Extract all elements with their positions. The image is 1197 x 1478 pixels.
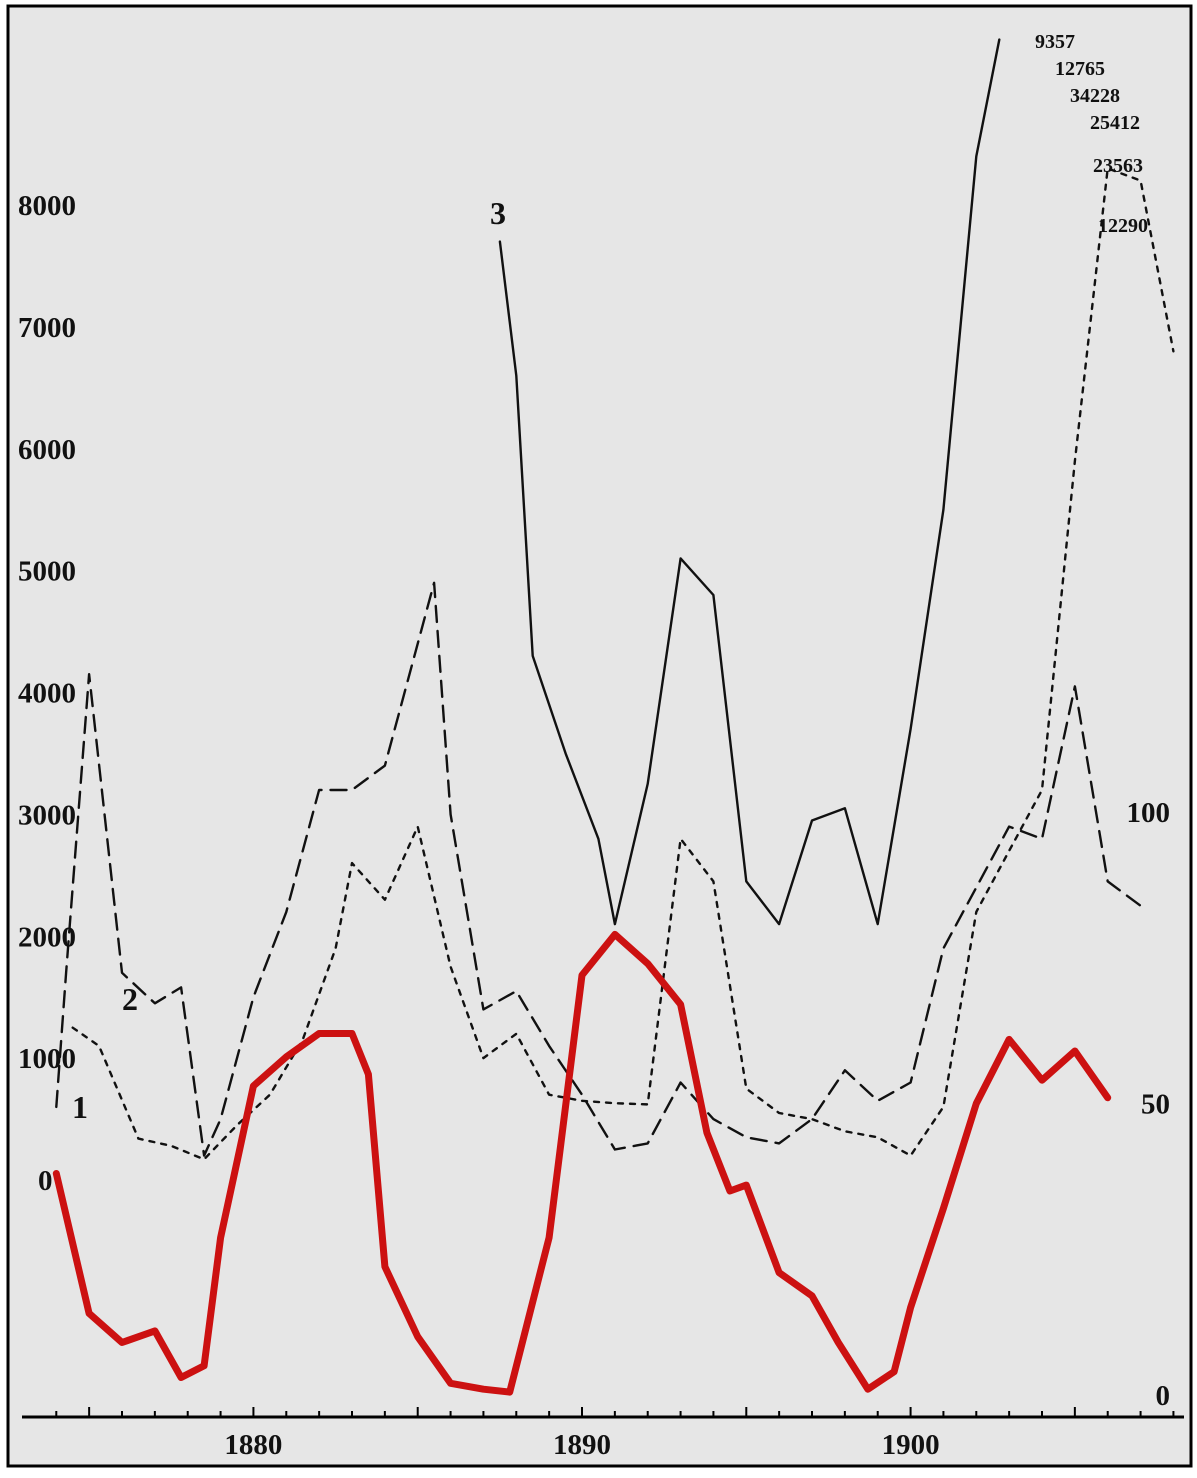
left-tick-label-6000: 6000 xyxy=(18,434,76,466)
series-layer xyxy=(52,38,1175,1396)
series-line-1 xyxy=(55,581,1142,1157)
series-line-3 xyxy=(498,38,1001,926)
overflow-value-9357: 9357 xyxy=(1035,31,1075,53)
left-tick-label-0: 0 xyxy=(38,1165,53,1197)
left-tick-label-8000: 8000 xyxy=(18,190,76,222)
labels-layer: 1880 1890 19000100020003000400050006000700… xyxy=(18,31,1170,1461)
series-tag-2: 2 xyxy=(122,981,138,1017)
left-tick-label-1000: 1000 xyxy=(18,1043,76,1075)
ticks-layer xyxy=(55,1407,1175,1417)
x-tick-label-1890: 1890 xyxy=(553,1429,611,1461)
series-tag-1: 1 xyxy=(72,1089,88,1125)
plot-background xyxy=(8,6,1191,1466)
left-tick-label-4000: 4000 xyxy=(18,678,76,710)
x-tick-label-1900: 1900 xyxy=(882,1429,940,1461)
overflow-value-12290: 12290 xyxy=(1098,215,1148,237)
left-tick-label-7000: 7000 xyxy=(18,312,76,344)
series-tag-3: 3 xyxy=(490,195,506,231)
overflow-value-12765: 12765 xyxy=(1055,58,1105,80)
overflow-value-34228: 34228 xyxy=(1070,85,1120,107)
overflow-value-25412: 25412 xyxy=(1090,112,1140,134)
left-tick-label-2000: 2000 xyxy=(18,921,76,953)
overflow-value-23563: 23563 xyxy=(1093,155,1143,177)
x-tick-label-1880: 1880 xyxy=(224,1429,282,1461)
right-tick-label-0: 0 xyxy=(1156,1380,1171,1412)
series-line-2 xyxy=(71,167,1175,1161)
left-tick-label-3000: 3000 xyxy=(18,799,76,831)
outer-frame xyxy=(6,4,1193,1468)
right-tick-label-100: 100 xyxy=(1127,797,1171,829)
left-tick-label-5000: 5000 xyxy=(18,556,76,588)
right-tick-label-50: 50 xyxy=(1141,1089,1170,1121)
series-line-sunspots xyxy=(52,930,1112,1396)
